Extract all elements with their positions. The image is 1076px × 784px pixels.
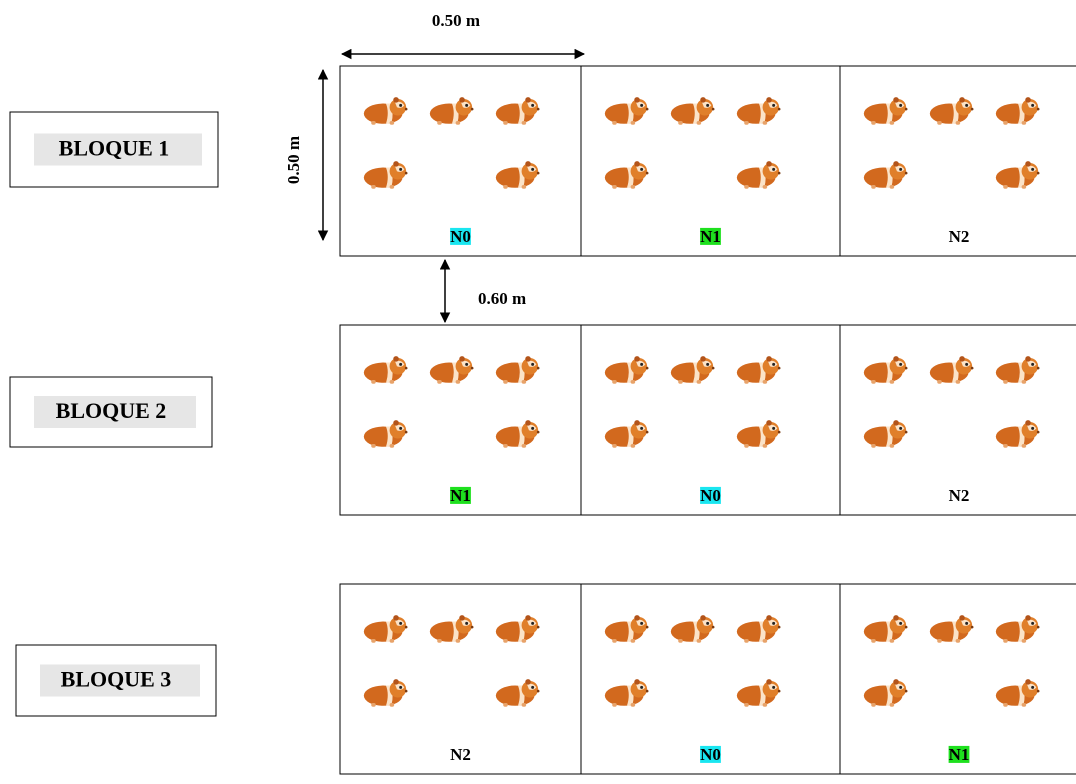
guinea-pig-icon — [995, 356, 1040, 384]
guinea-pig-icon — [929, 356, 974, 384]
treatment-label: N0 — [700, 486, 721, 505]
plot-cell: N1 — [339, 324, 582, 516]
guinea-pig-icon — [604, 97, 649, 125]
guinea-pig-icon — [736, 420, 781, 448]
guinea-pig-icon — [363, 615, 408, 643]
guinea-pig-icon — [429, 356, 474, 384]
plot-cell: N0 — [580, 583, 841, 775]
guinea-pig-icon — [863, 97, 908, 125]
treatment-label: N2 — [949, 486, 970, 505]
block-label-bg — [40, 664, 200, 697]
guinea-pig-icon — [363, 420, 408, 448]
cell-border — [839, 324, 1076, 516]
guinea-pig-icon — [495, 97, 540, 125]
treatment-label: N1 — [450, 486, 471, 505]
guinea-pig-icon — [670, 97, 715, 125]
guinea-pig-icon — [863, 356, 908, 384]
plot-cell: N2 — [839, 324, 1076, 516]
guinea-pig-icon — [863, 615, 908, 643]
guinea-pig-icon — [363, 679, 408, 707]
cell-border — [839, 65, 1076, 257]
guinea-pig-icon — [736, 615, 781, 643]
guinea-pig-icon — [363, 97, 408, 125]
guinea-pig-icon — [363, 161, 408, 189]
treatment-label: N0 — [450, 227, 471, 246]
guinea-pig-icon — [495, 356, 540, 384]
treatment-label: N2 — [450, 745, 471, 764]
guinea-pig-icon — [495, 420, 540, 448]
plot-cell: N1 — [580, 65, 841, 257]
block-label-bg — [34, 396, 196, 428]
label-highlight — [948, 745, 970, 763]
guinea-pig-icon — [604, 420, 649, 448]
plot-cell: N1 — [839, 583, 1076, 775]
guinea-pig-icon — [863, 679, 908, 707]
guinea-pig-icon — [429, 97, 474, 125]
plot-cell: N2 — [339, 583, 582, 775]
height-label: 0.50 m — [284, 136, 303, 184]
guinea-pig-icon — [495, 615, 540, 643]
guinea-pig-icon — [736, 97, 781, 125]
plot-cell: N2 — [839, 65, 1076, 257]
guinea-pig-icon — [670, 356, 715, 384]
guinea-pig-icon — [604, 679, 649, 707]
guinea-pig-icon — [363, 356, 408, 384]
guinea-pig-icon — [863, 161, 908, 189]
label-highlight — [700, 486, 721, 504]
guinea-pig-icon — [995, 615, 1040, 643]
treatment-label: N0 — [700, 745, 721, 764]
block-label: BLOQUE 3 — [61, 667, 172, 692]
label-highlight — [450, 227, 471, 245]
guinea-pig-icon — [604, 356, 649, 384]
spacing-label: 0.60 m — [478, 289, 526, 308]
treatment-label: N1 — [700, 227, 721, 246]
guinea-pig-icon — [604, 161, 649, 189]
guinea-pig-icon — [995, 97, 1040, 125]
guinea-pig-icon — [995, 420, 1040, 448]
width-label: 0.50 m — [432, 11, 480, 30]
block-label: BLOQUE 1 — [59, 136, 170, 161]
label-highlight — [450, 486, 471, 504]
guinea-pig-icon — [736, 161, 781, 189]
cell-border — [839, 583, 1076, 775]
guinea-pig-icon — [670, 615, 715, 643]
treatment-label: N2 — [949, 227, 970, 246]
guinea-pig-icon — [929, 97, 974, 125]
guinea-pig-icon — [736, 356, 781, 384]
plot-cell: N0 — [339, 65, 582, 257]
treatment-label: N1 — [949, 745, 970, 764]
guinea-pig-icon — [736, 679, 781, 707]
guinea-pig-icon — [929, 615, 974, 643]
guinea-pig-icon — [995, 161, 1040, 189]
guinea-pig-icon — [604, 615, 649, 643]
guinea-pig-icon — [863, 420, 908, 448]
guinea-pig-icon — [429, 615, 474, 643]
guinea-pig-icon — [995, 679, 1040, 707]
guinea-pig-icon — [495, 161, 540, 189]
plot-cell: N0 — [580, 324, 841, 516]
block-label-bg — [34, 133, 202, 166]
block-label: BLOQUE 2 — [56, 398, 167, 423]
guinea-pig-icon — [495, 679, 540, 707]
label-highlight — [700, 227, 721, 245]
label-highlight — [700, 745, 721, 763]
